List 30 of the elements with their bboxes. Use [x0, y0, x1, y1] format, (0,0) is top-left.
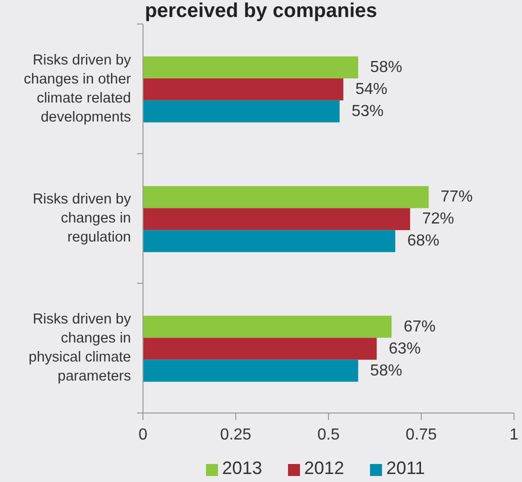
bar [143, 56, 358, 78]
data-label: 63% [388, 340, 421, 358]
legend-label: 2013 [222, 458, 262, 478]
bar [143, 100, 340, 122]
data-label: 58% [370, 58, 402, 76]
bar [143, 316, 392, 338]
y-tick-label: Risks driven by changes in regulation [32, 192, 132, 246]
x-tick-label: 0.5 [317, 426, 340, 444]
data-label: 77% [440, 188, 473, 206]
legend-label: 2011 [386, 458, 425, 478]
bar [143, 338, 377, 360]
data-label: 58% [370, 362, 402, 380]
y-tick-label: Risks driven by changes in physical climate parameters [28, 312, 132, 385]
data-label: 72% [422, 210, 454, 228]
chart-title: perceived by companies [144, 0, 378, 22]
data-label: 54% [355, 80, 388, 98]
bar [143, 230, 396, 252]
bar [143, 360, 358, 382]
x-tick-label: 1 [510, 426, 519, 444]
x-tick-label: 0.25 [220, 426, 252, 444]
y-tick-label: Risks driven by changes in other climate related developments [24, 52, 132, 126]
bar [143, 208, 410, 230]
x-tick-label: 0.75 [406, 426, 437, 444]
x-tick-label: 0 [138, 426, 148, 444]
data-label: 67% [404, 318, 436, 336]
bar [143, 186, 429, 208]
legend-label: 2012 [304, 458, 344, 478]
bar [143, 78, 344, 100]
data-label: 53% [352, 102, 384, 120]
data-label: 68% [407, 232, 440, 250]
